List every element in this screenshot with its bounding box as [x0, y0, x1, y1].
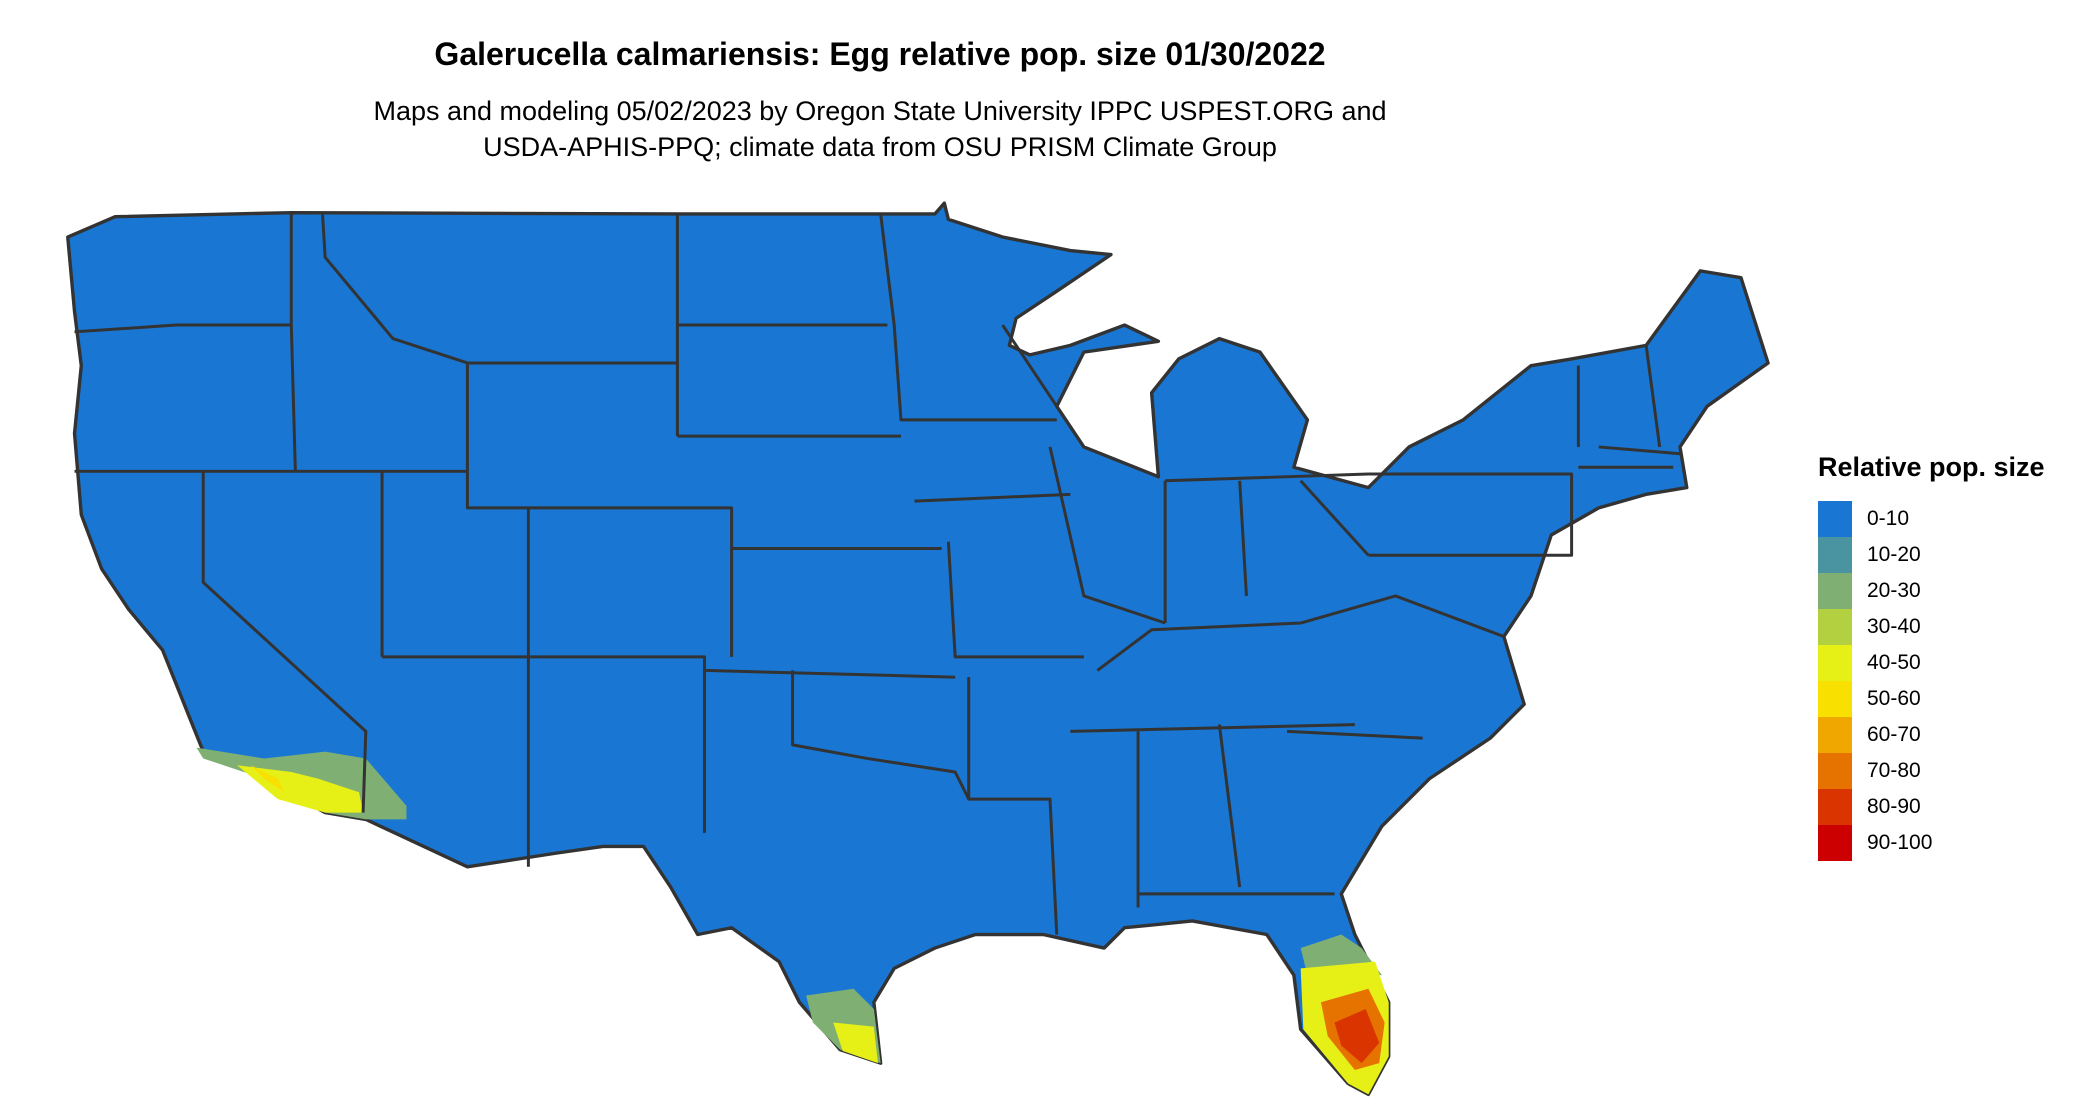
legend-label: 30-40	[1867, 615, 1921, 638]
legend-title: Relative pop. size	[1818, 452, 2045, 482]
legend-label: 20-30	[1867, 579, 1921, 602]
legend-label: 90-100	[1867, 831, 1933, 854]
legend-item: 40-50	[1818, 645, 2045, 681]
legend-item: 90-100	[1818, 825, 2045, 861]
legend-item: 50-60	[1818, 681, 2045, 717]
legend-swatch	[1818, 573, 1852, 609]
legend-label: 50-60	[1867, 687, 1921, 710]
map-subtitle-line-2: USDA-APHIS-PPQ; climate data from OSU PR…	[483, 132, 1277, 162]
legend-item: 30-40	[1818, 609, 2045, 645]
legend-label: 80-90	[1867, 795, 1921, 818]
legend-swatch	[1818, 753, 1852, 789]
legend-item: 10-20	[1818, 537, 2045, 573]
legend-label: 70-80	[1867, 759, 1921, 782]
legend-swatch	[1818, 537, 1852, 573]
legend-label: 0-10	[1867, 507, 1910, 530]
hotspot-south-texas	[806, 988, 881, 1064]
legend-item: 0-10	[1818, 501, 2045, 537]
legend-label: 40-50	[1867, 651, 1921, 674]
legend-swatch	[1818, 609, 1852, 645]
legend-item: 70-80	[1818, 753, 2045, 789]
legend-swatch	[1818, 681, 1852, 717]
legend-label: 10-20	[1867, 543, 1921, 566]
legend-item: 60-70	[1818, 717, 2045, 753]
legend-swatch	[1818, 501, 1852, 537]
state-borders	[74, 212, 1681, 935]
legend-swatch	[1818, 789, 1852, 825]
conus-region	[66, 201, 1770, 1097]
legend: Relative pop. size 0-10 10-20 20-30 30-40 40…	[1818, 452, 2045, 861]
legend-swatch	[1818, 645, 1852, 681]
legend-item: 80-90	[1818, 789, 2045, 825]
legend-item: 20-30	[1818, 573, 2045, 609]
hotspot-florida	[1300, 934, 1389, 1095]
legend-swatch	[1818, 717, 1852, 753]
legend-label: 60-70	[1867, 723, 1921, 746]
legend-swatch	[1818, 825, 1852, 861]
hotspot-southern-california	[196, 747, 407, 820]
map-title: Galerucella calmariensis: Egg relative p…	[434, 36, 1326, 72]
map-subtitle-line-1: Maps and modeling 05/02/2023 by Oregon S…	[373, 96, 1387, 126]
